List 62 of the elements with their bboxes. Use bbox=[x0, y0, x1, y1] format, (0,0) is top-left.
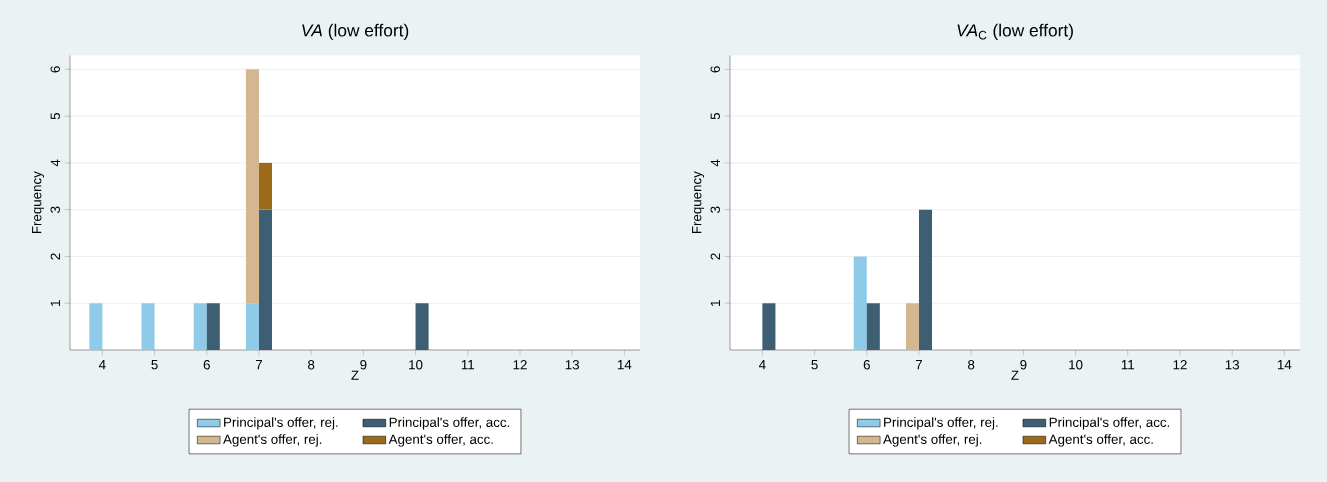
x-tick-label: 7 bbox=[915, 360, 923, 370]
y-tick-label: 4 bbox=[710, 159, 720, 167]
bar bbox=[193, 303, 207, 350]
y-tick-label: 1 bbox=[50, 300, 60, 306]
x-tick-label: 13 bbox=[565, 360, 579, 370]
x-tick-label: 6 bbox=[863, 360, 870, 370]
x-tick-label: 11 bbox=[1121, 360, 1135, 370]
bar bbox=[206, 303, 220, 350]
bar bbox=[258, 162, 273, 210]
legend-label: Principal's offer, acc. bbox=[1049, 417, 1170, 430]
y-tick-label: 3 bbox=[710, 206, 720, 213]
bar bbox=[918, 209, 933, 350]
chart-title: VA (low effort) bbox=[302, 23, 409, 40]
y-tick-label: 2 bbox=[710, 253, 720, 260]
x-tick-label: 4 bbox=[758, 360, 766, 370]
legend-label: Agent's offer, acc. bbox=[388, 434, 493, 447]
bar bbox=[853, 256, 867, 350]
x-axis-title: Z bbox=[351, 370, 359, 380]
legend-label: Principal's offer, rej. bbox=[884, 417, 998, 430]
y-tick-label: 4 bbox=[50, 159, 60, 167]
x-axis-title: Z bbox=[1011, 370, 1019, 380]
x-tick-label: 7 bbox=[255, 360, 263, 370]
bar bbox=[141, 303, 155, 350]
x-tick-label: 6 bbox=[203, 360, 210, 370]
x-tick-label: 9 bbox=[1020, 360, 1027, 370]
legend-label: Principal's offer, acc. bbox=[389, 417, 510, 430]
legend-label: Agent's offer, rej. bbox=[883, 434, 982, 447]
bar bbox=[245, 303, 259, 350]
x-tick-label: 10 bbox=[1069, 360, 1083, 370]
y-tick-label: 2 bbox=[50, 253, 60, 260]
y-tick-label: 3 bbox=[50, 206, 60, 213]
y-tick-label: 6 bbox=[710, 66, 720, 73]
y-tick-label: 6 bbox=[50, 66, 60, 73]
legend-label: Agent's offer, rej. bbox=[223, 434, 322, 447]
x-tick-label: 13 bbox=[1225, 360, 1239, 370]
x-tick-label: 8 bbox=[968, 360, 975, 370]
x-tick-label: 12 bbox=[1173, 360, 1187, 370]
y-tick-label: 5 bbox=[710, 112, 720, 120]
x-tick-label: 5 bbox=[151, 360, 158, 370]
bar bbox=[762, 303, 776, 350]
bar bbox=[905, 303, 919, 350]
x-tick-label: 12 bbox=[513, 360, 527, 370]
y-tick-label: 1 bbox=[710, 300, 720, 306]
x-tick-label: 4 bbox=[98, 360, 106, 370]
y-axis-title: Frequency bbox=[692, 171, 705, 234]
x-tick-label: 10 bbox=[409, 360, 423, 370]
y-tick-label: 5 bbox=[50, 112, 60, 120]
x-tick-label: 14 bbox=[617, 360, 632, 370]
bar bbox=[258, 209, 273, 350]
chart-title: VA$_{C}$ (low effort) bbox=[957, 23, 1073, 40]
x-tick-label: 14 bbox=[1277, 360, 1292, 370]
legend-label: Principal's offer, rej. bbox=[224, 417, 338, 430]
legend-label: Agent's offer, acc. bbox=[1048, 434, 1153, 447]
bar bbox=[866, 303, 880, 350]
y-axis-title: Frequency bbox=[32, 171, 45, 234]
bar bbox=[89, 303, 103, 350]
x-tick-label: 5 bbox=[811, 360, 818, 370]
x-tick-label: 8 bbox=[308, 360, 315, 370]
x-tick-label: 9 bbox=[360, 360, 367, 370]
bar bbox=[415, 303, 429, 350]
bar bbox=[245, 69, 259, 304]
x-tick-label: 11 bbox=[461, 360, 475, 370]
